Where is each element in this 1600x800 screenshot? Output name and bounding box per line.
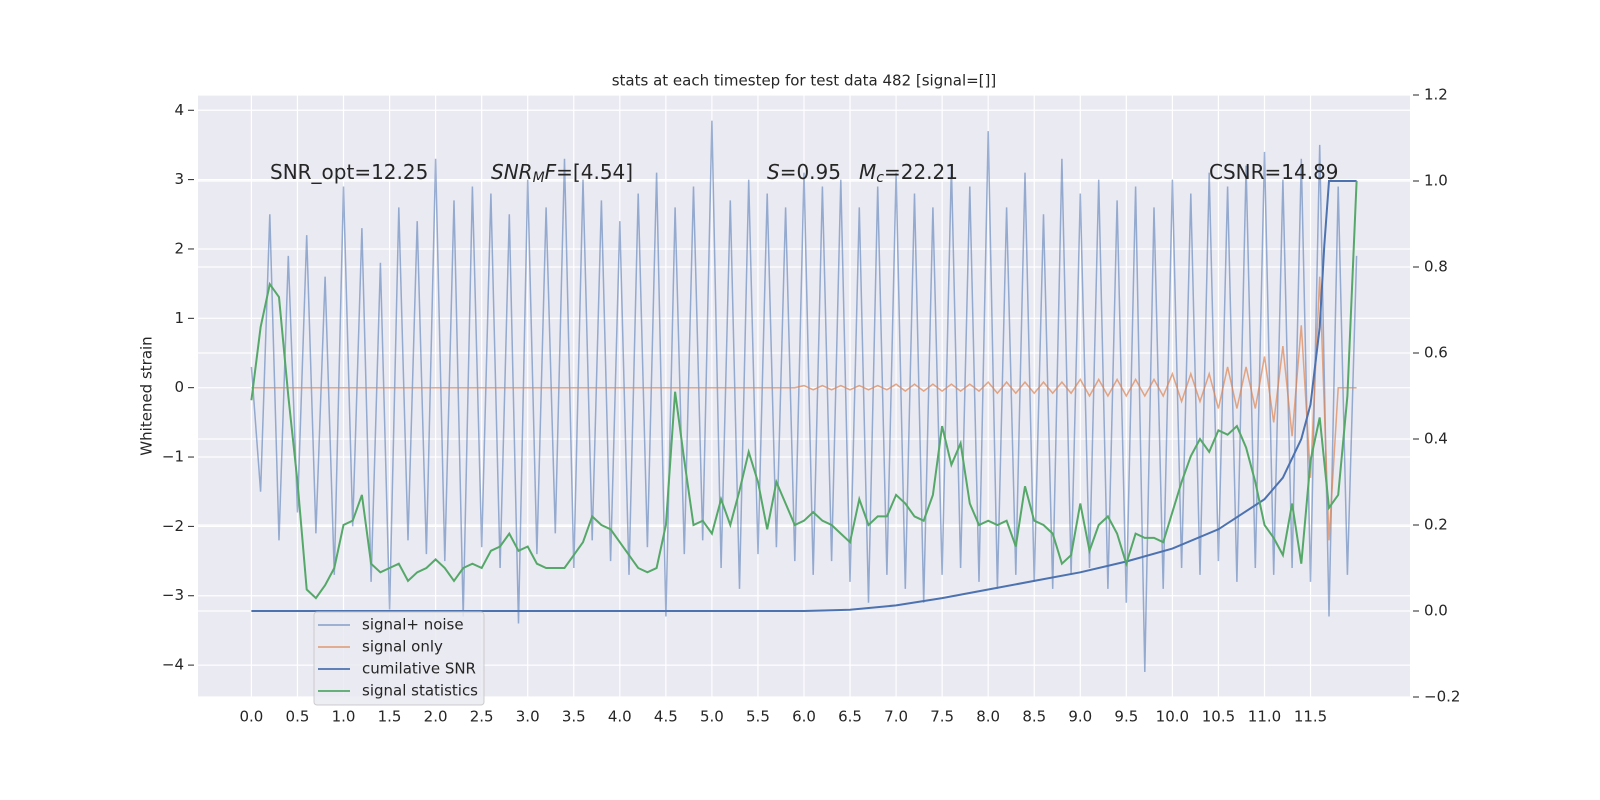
y-tick-label: 3	[174, 170, 184, 188]
annotation-part: SNR	[491, 160, 533, 184]
y-tick-label: 0	[174, 378, 184, 396]
y-tick-label: −2	[162, 517, 184, 535]
y-tick-label: 2	[174, 239, 184, 257]
x-tick-label: 2.0	[424, 708, 448, 726]
legend-label: signal+ noise	[362, 616, 464, 634]
x-tick-label: 5.0	[700, 708, 724, 726]
annotation-part: c	[876, 170, 884, 186]
y-tick-label: −1	[162, 448, 184, 466]
x-tick-label: 1.5	[378, 708, 402, 726]
x-tick-label: 3.0	[516, 708, 540, 726]
annotation: SNRMF=[4.54]	[491, 160, 633, 187]
x-tick-label: 11.5	[1294, 708, 1327, 726]
y2-tick-label: 0.8	[1424, 258, 1448, 276]
series-line	[251, 180, 1357, 612]
y-axis-label: Whitened strain	[138, 336, 156, 455]
annotation-part: =[4.54]	[556, 160, 633, 184]
annotation-part: =0.95	[780, 160, 841, 184]
x-tick-label: 2.5	[470, 708, 494, 726]
x-tick-label: 7.5	[930, 708, 954, 726]
y2-tick-label: 0.4	[1424, 430, 1448, 448]
x-tick-label: 0.0	[239, 708, 263, 726]
annotation: SNR_opt=12.25	[270, 160, 428, 184]
x-tick-label: 6.5	[838, 708, 862, 726]
x-tick-label: 11.0	[1248, 708, 1281, 726]
x-tick-label: 10.5	[1202, 708, 1235, 726]
y2-tick-label: 1.2	[1424, 86, 1448, 104]
annotation-part: S	[767, 160, 780, 184]
legend-label: cumilative SNR	[362, 660, 476, 678]
annotation-part: CSNR=14.89	[1209, 160, 1339, 184]
annotation: Mc=22.21	[859, 160, 958, 187]
x-tick-label: 6.0	[792, 708, 816, 726]
annotation-part: =22.21	[884, 160, 958, 184]
x-tick-label: 10.0	[1156, 708, 1189, 726]
x-tick-label: 9.5	[1114, 708, 1138, 726]
legend-label: signal statistics	[362, 682, 478, 700]
x-tick-label: 3.5	[562, 708, 586, 726]
y2-tick-label: 0.6	[1424, 344, 1448, 362]
legend-label: signal only	[362, 638, 443, 656]
annotation-part: SNR_opt=12.25	[270, 160, 428, 184]
annotation-part: M	[859, 160, 876, 184]
x-tick-label: 0.5	[286, 708, 310, 726]
y2-tick-label: −0.2	[1424, 688, 1460, 706]
annotation: S=0.95	[767, 160, 841, 184]
x-tick-label: 7.0	[884, 708, 908, 726]
series-line	[251, 276, 1357, 541]
x-tick-label: 1.0	[332, 708, 356, 726]
annotation-part: M	[533, 170, 545, 186]
annotation: CSNR=14.89	[1209, 160, 1339, 184]
series-line	[250, 180, 1358, 600]
x-tick-label: 8.0	[976, 708, 1000, 726]
legend-box	[313, 611, 485, 706]
x-tick-label: 5.5	[746, 708, 770, 726]
x-tick-label: 8.5	[1022, 708, 1046, 726]
y2-tick-label: 0.2	[1424, 516, 1448, 534]
y-tick-label: −3	[162, 586, 184, 604]
y-tick-label: 1	[174, 309, 184, 327]
y2-tick-label: 1.0	[1424, 172, 1448, 190]
x-tick-label: 4.0	[608, 708, 632, 726]
chart-title: stats at each timestep for test data 482…	[612, 72, 997, 90]
y-tick-label: −4	[162, 656, 184, 674]
y2-tick-label: 0.0	[1424, 602, 1448, 620]
x-tick-label: 9.0	[1068, 708, 1092, 726]
series-line	[250, 120, 1358, 673]
annotation-part: F	[545, 160, 557, 184]
y-tick-label: 4	[174, 101, 184, 119]
x-tick-label: 4.5	[654, 708, 678, 726]
